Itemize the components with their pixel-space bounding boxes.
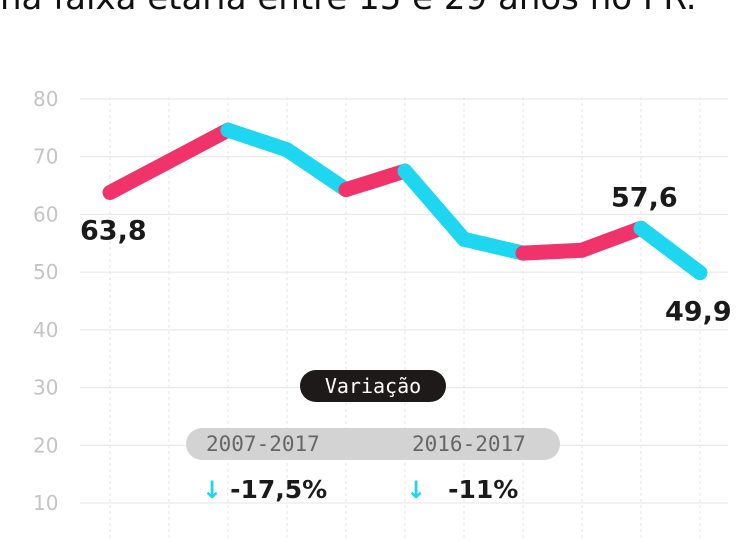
grid — [80, 97, 728, 540]
data-label: 49,9 — [665, 297, 732, 328]
chart-title: na faixa etária entre 15 e 29 anos no PR… — [0, 0, 751, 18]
variation-heading: Variação — [300, 370, 446, 402]
y-tick-label: 40 — [33, 318, 58, 342]
y-tick-label: 70 — [33, 145, 58, 169]
period-2016-2017: 2016-2017 — [412, 432, 526, 456]
data-line — [102, 122, 708, 281]
variation-2: ↓ -11% — [406, 474, 518, 506]
y-axis-ticks: 80 70 60 50 40 30 20 10 — [33, 87, 58, 515]
line-segment — [574, 220, 649, 258]
line-segment — [515, 242, 590, 261]
data-labels: 63,8 57,6 49,9 — [80, 182, 732, 327]
down-arrow-icon: ↓ — [406, 476, 427, 504]
period-2007-2017: 2007-2017 — [206, 432, 320, 456]
y-tick-label: 30 — [33, 376, 58, 400]
line-segment — [633, 220, 708, 281]
line-segment — [161, 122, 236, 169]
line-segment — [102, 153, 177, 200]
line-segment — [338, 163, 413, 198]
y-tick-label: 80 — [33, 87, 58, 111]
line-segment — [456, 231, 531, 261]
down-arrow-icon: ↓ — [202, 476, 223, 504]
y-tick-label: 20 — [33, 433, 58, 457]
line-segment — [397, 163, 472, 247]
variation-1: ↓ -17,5% — [202, 474, 327, 506]
data-label: 57,6 — [611, 182, 678, 213]
line-segment — [279, 142, 354, 198]
variation-value-1: -17,5% — [230, 475, 328, 504]
variation-value-2: -11% — [448, 475, 519, 504]
data-label: 63,8 — [80, 215, 147, 246]
y-tick-label: 60 — [33, 202, 58, 226]
y-tick-label: 50 — [33, 260, 58, 284]
y-tick-label: 10 — [33, 491, 58, 515]
line-segment — [220, 122, 295, 158]
variation-periods-pill — [186, 428, 560, 460]
